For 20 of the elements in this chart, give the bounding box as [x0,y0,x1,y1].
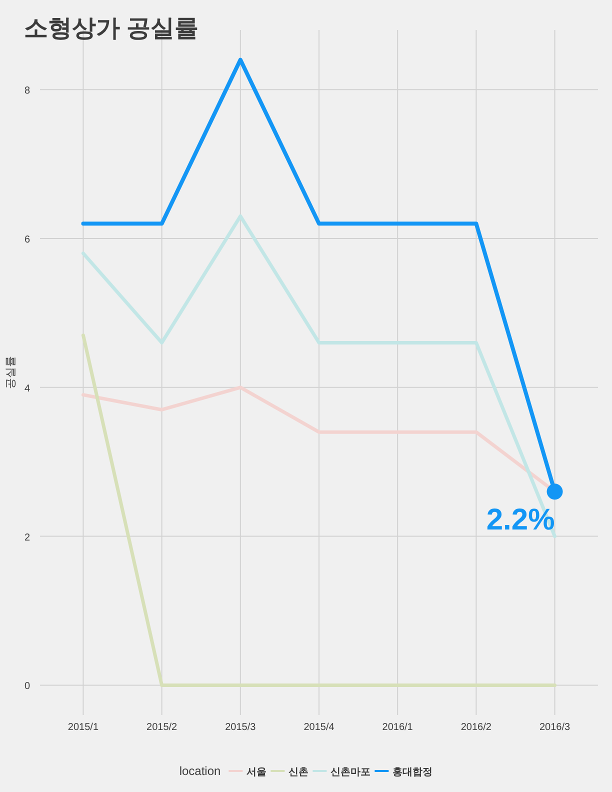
annotation: 2.2% [486,504,555,537]
x-tick-label: 2015/4 [304,722,335,733]
y-tick-label: 4 [24,383,30,394]
chart-title: 소형상가 공실률 [24,15,199,42]
legend-label: 홍대합정 [392,767,433,778]
x-tick-label: 2016/2 [460,722,492,733]
y-axis-title: 공실률 [5,356,17,389]
x-tick-label: 2015/3 [225,722,256,733]
legend-title: location [179,764,221,778]
x-tick-label: 2016/3 [539,722,570,733]
x-tick-label: 2016/1 [382,722,414,733]
legend-label: 서울 [246,767,267,778]
y-tick-label: 2 [24,532,30,544]
y-tick-label: 8 [24,86,30,97]
y-tick-label: 0 [24,681,30,692]
y-tick-label: 6 [24,234,30,246]
x-tick-label: 2015/1 [68,722,99,733]
legend-label: 신촌 [288,767,309,778]
x-tick-label: 2015/2 [146,722,178,733]
legend-label: 신촌마포 [330,767,371,778]
